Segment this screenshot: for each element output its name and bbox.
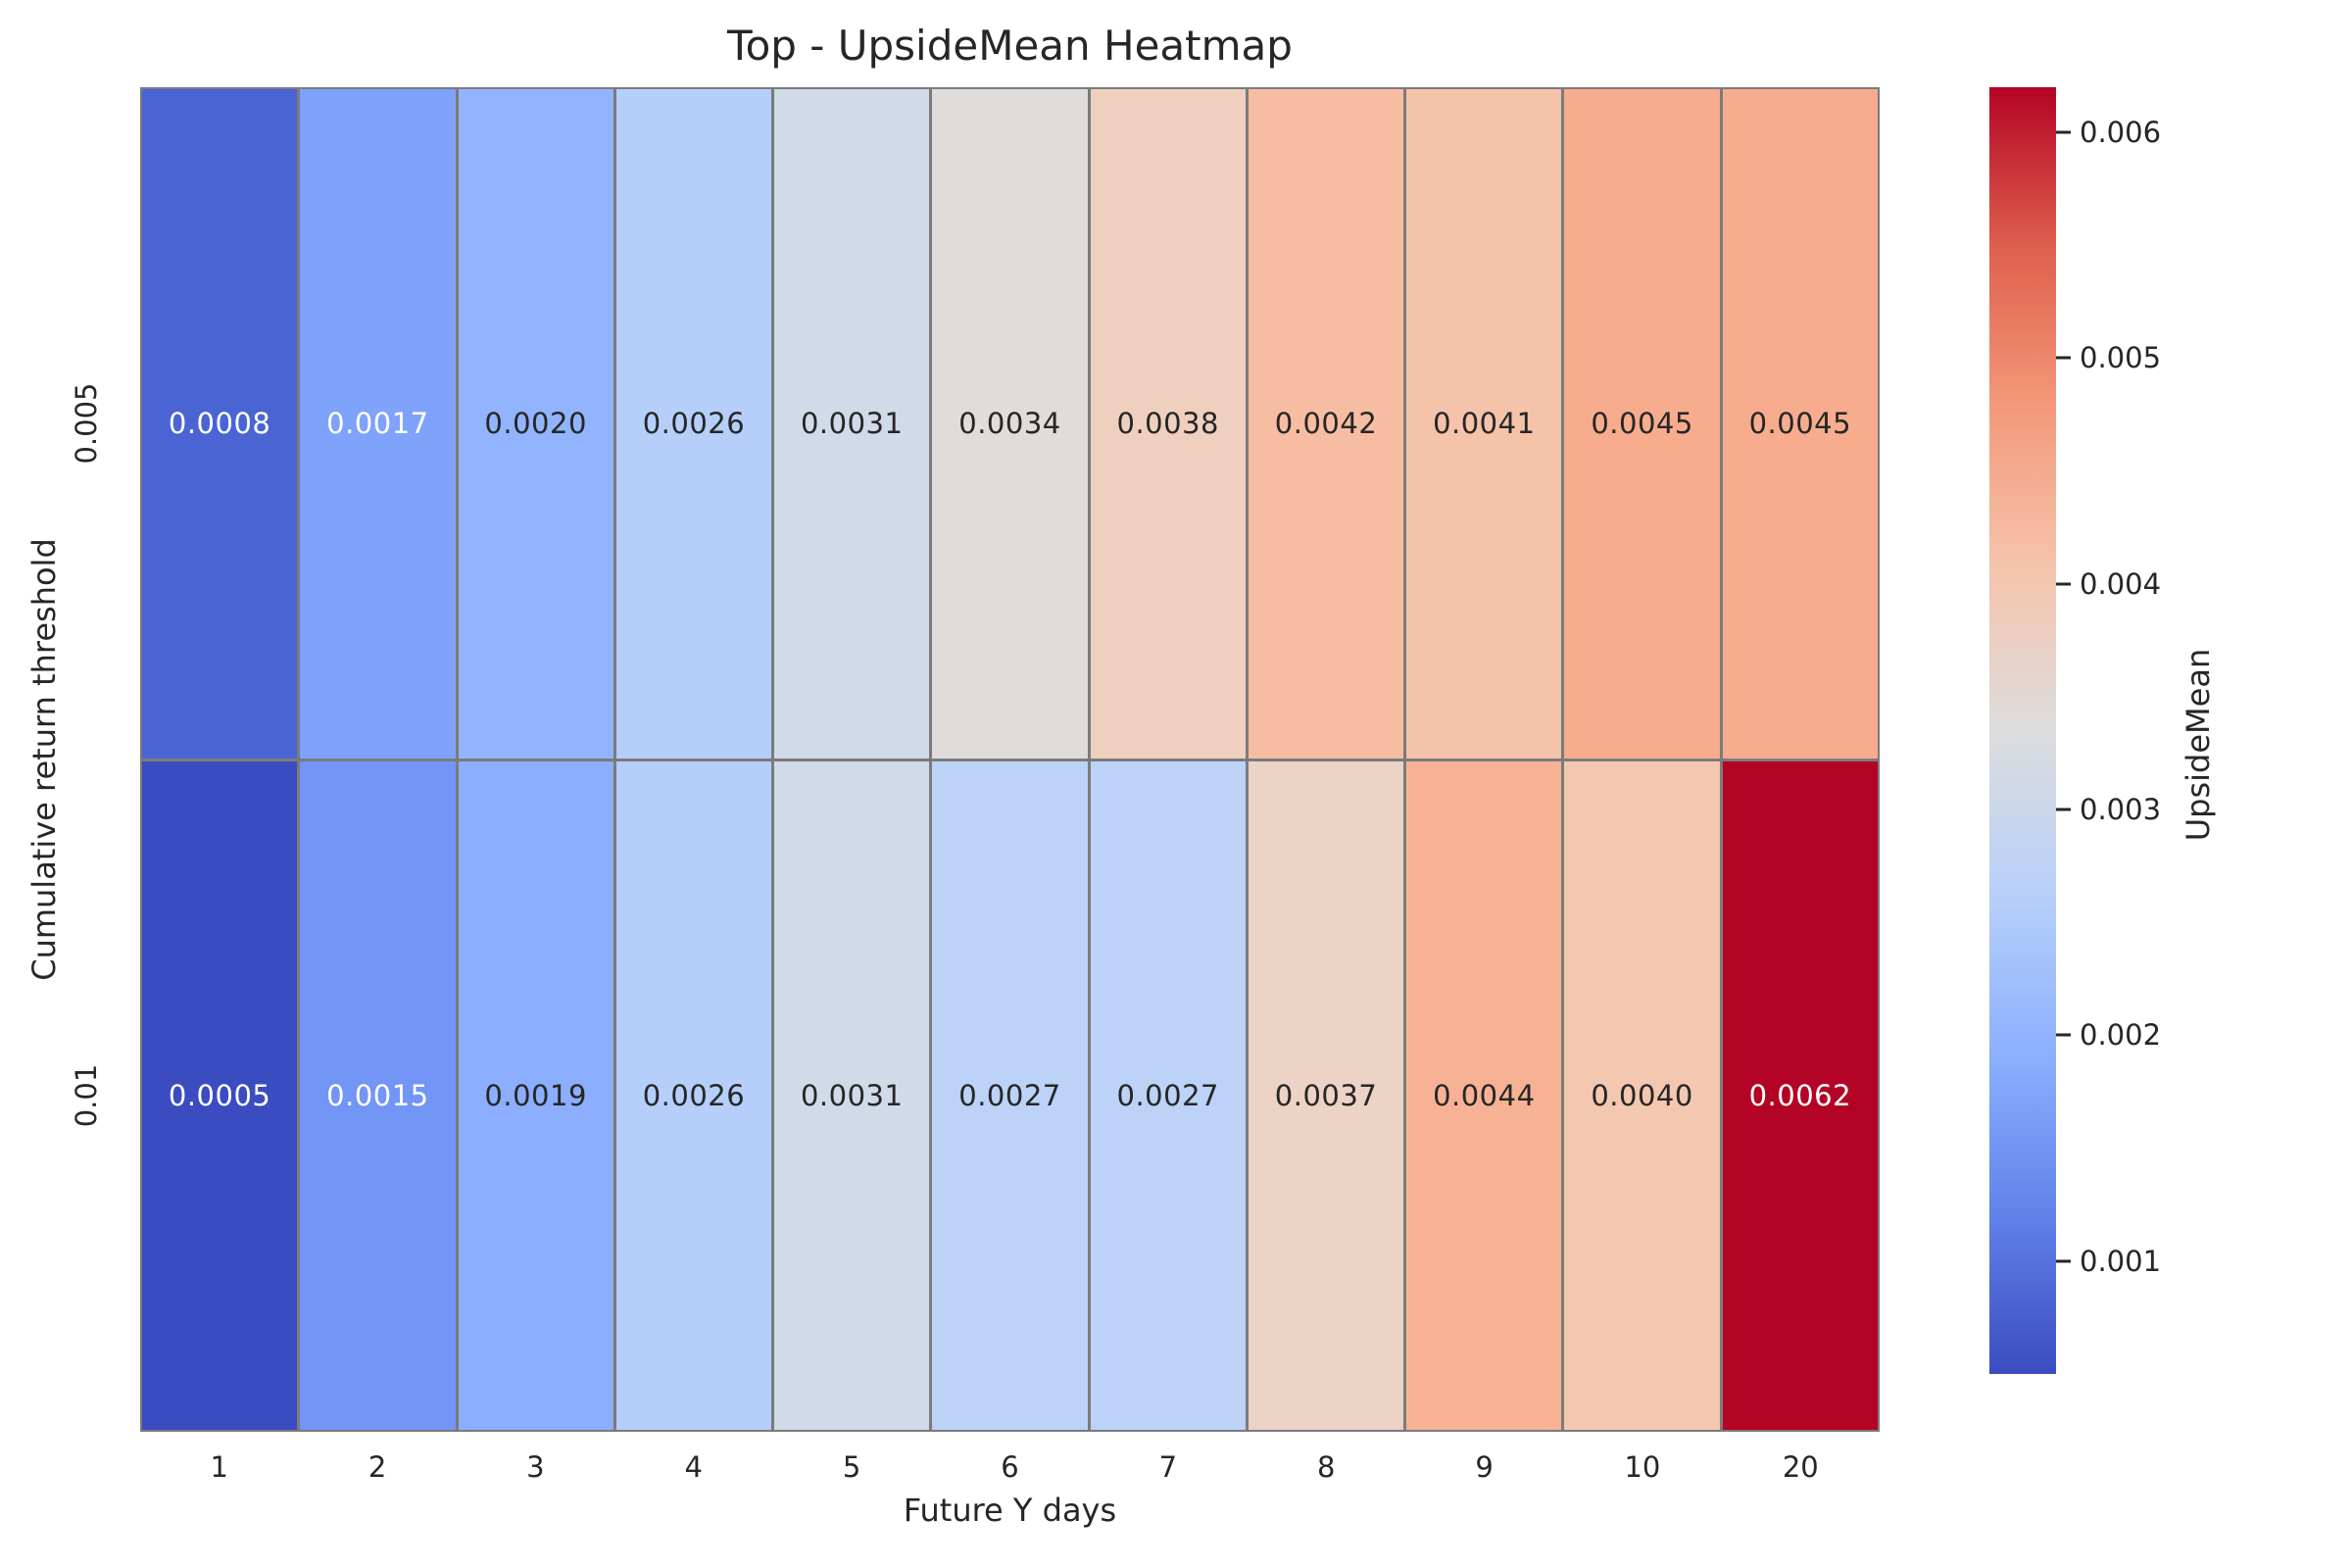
x-tick-label: 7 <box>1158 1450 1178 1484</box>
x-tick-label: 20 <box>1782 1450 1819 1484</box>
cell-value: 0.0040 <box>1591 1078 1693 1112</box>
heatmap-cell: 0.0037 <box>1248 760 1404 1430</box>
cell-value: 0.0038 <box>1116 407 1219 441</box>
colorbar-tick-mark <box>2056 582 2071 586</box>
x-tick-label: 9 <box>1475 1450 1494 1484</box>
colorbar-tick-mark <box>2056 808 2071 811</box>
x-tick-label: 3 <box>526 1450 545 1484</box>
heatmap-cell: 0.0042 <box>1248 89 1404 759</box>
heatmap-cell: 0.0026 <box>615 760 772 1430</box>
cell-value: 0.0044 <box>1433 1078 1536 1112</box>
colorbar-tick-label: 0.003 <box>2080 793 2162 827</box>
colorbar-tick-mark <box>2056 1259 2071 1263</box>
heatmap-cell: 0.0045 <box>1722 89 1878 759</box>
heatmap-cell: 0.0031 <box>774 760 930 1430</box>
cell-value: 0.0019 <box>484 1078 587 1112</box>
heatmap-cell: 0.0027 <box>932 760 1088 1430</box>
heatmap-cell: 0.0017 <box>300 89 456 759</box>
x-tick-label: 1 <box>210 1450 228 1484</box>
x-tick-label: 8 <box>1316 1450 1336 1484</box>
y-axis-label: Cumulative return threshold <box>25 538 63 981</box>
x-tick-label: 5 <box>842 1450 861 1484</box>
x-tick-label: 2 <box>368 1450 387 1484</box>
cell-value: 0.0008 <box>168 407 271 441</box>
heatmap-cell: 0.0062 <box>1722 760 1878 1430</box>
colorbar-label: UpsideMean <box>2180 648 2217 842</box>
cell-value: 0.0020 <box>484 407 587 441</box>
cell-value: 0.0005 <box>168 1078 271 1112</box>
cell-value: 0.0017 <box>326 407 429 441</box>
colorbar-gradient <box>1989 87 2056 1374</box>
cell-value: 0.0034 <box>958 407 1061 441</box>
heatmap-grid: 0.0008 0.0017 0.0020 0.0026 0.0031 0.0034 0.00… <box>140 87 1880 1432</box>
colorbar-tick-label: 0.002 <box>2080 1018 2162 1053</box>
x-tick-label: 6 <box>1001 1450 1019 1484</box>
heatmap-cell: 0.0044 <box>1406 760 1562 1430</box>
heatmap-cell: 0.0020 <box>458 89 613 759</box>
chart-title: Top - UpsideMean Heatmap <box>727 22 1293 70</box>
x-tick-label: 4 <box>684 1450 703 1484</box>
cell-value: 0.0031 <box>800 1078 904 1112</box>
x-tick-label: 10 <box>1624 1450 1661 1484</box>
cell-value: 0.0027 <box>1116 1078 1219 1112</box>
colorbar-tick-label: 0.005 <box>2080 341 2162 375</box>
cell-value: 0.0015 <box>326 1078 429 1112</box>
x-axis-label: Future Y days <box>903 1492 1117 1529</box>
cell-value: 0.0045 <box>1748 407 1852 441</box>
heatmap-cell: 0.0031 <box>774 89 930 759</box>
cell-value: 0.0031 <box>800 407 904 441</box>
heatmap-cell: 0.0034 <box>932 89 1088 759</box>
heatmap-cell: 0.0019 <box>458 760 613 1430</box>
heatmap-cell: 0.0040 <box>1564 760 1720 1430</box>
colorbar-tick-label: 0.004 <box>2080 566 2162 601</box>
heatmap-cell: 0.0027 <box>1090 760 1246 1430</box>
colorbar-tick-mark <box>2056 130 2071 134</box>
heatmap-cell: 0.0015 <box>300 760 456 1430</box>
cell-value: 0.0045 <box>1591 407 1693 441</box>
heatmap-cell: 0.0005 <box>142 760 298 1430</box>
heatmap-cell: 0.0008 <box>142 89 298 759</box>
heatmap-cell: 0.0026 <box>615 89 772 759</box>
colorbar-tick-label: 0.006 <box>2080 116 2162 150</box>
colorbar-tick-mark <box>2056 356 2071 360</box>
y-tick-label: 0.005 <box>70 382 103 465</box>
heatmap-cell: 0.0041 <box>1406 89 1562 759</box>
colorbar-tick-mark <box>2056 1033 2071 1037</box>
heatmap-cell: 0.0038 <box>1090 89 1246 759</box>
cell-value: 0.0062 <box>1748 1078 1852 1112</box>
cell-value: 0.0041 <box>1433 407 1536 441</box>
y-tick-label: 0.01 <box>70 1063 103 1128</box>
cell-value: 0.0026 <box>642 407 746 441</box>
x-axis-tick-row: 1 2 3 4 5 6 7 8 9 10 20 <box>140 1450 1880 1484</box>
heatmap-cell: 0.0045 <box>1564 89 1720 759</box>
cell-value: 0.0042 <box>1274 407 1378 441</box>
colorbar-tick-label: 0.001 <box>2080 1244 2162 1278</box>
cell-value: 0.0037 <box>1274 1078 1378 1112</box>
cell-value: 0.0027 <box>958 1078 1061 1112</box>
cell-value: 0.0026 <box>642 1078 746 1112</box>
